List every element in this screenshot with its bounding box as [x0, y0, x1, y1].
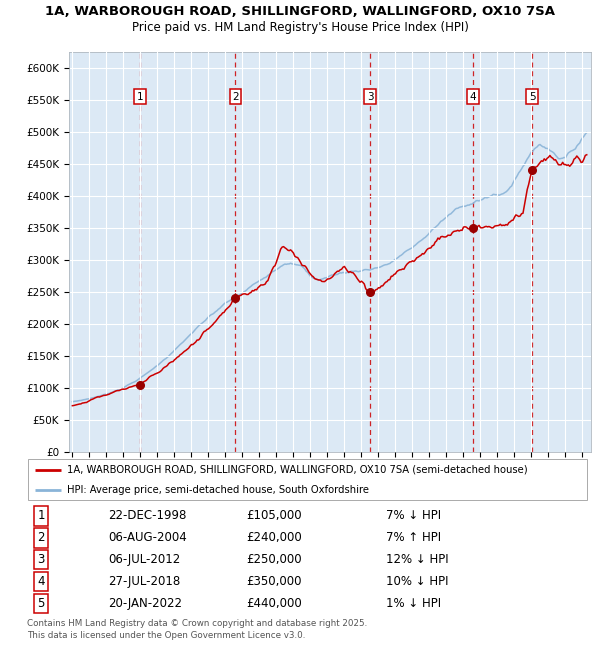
Text: Price paid vs. HM Land Registry's House Price Index (HPI): Price paid vs. HM Land Registry's House …	[131, 21, 469, 34]
Text: 06-AUG-2004: 06-AUG-2004	[109, 531, 187, 544]
Text: 1: 1	[137, 92, 143, 102]
Text: 20-JAN-2022: 20-JAN-2022	[109, 597, 182, 610]
Text: 3: 3	[37, 553, 45, 566]
Text: 10% ↓ HPI: 10% ↓ HPI	[386, 575, 449, 588]
Text: 2: 2	[37, 531, 45, 544]
Text: HPI: Average price, semi-detached house, South Oxfordshire: HPI: Average price, semi-detached house,…	[67, 485, 370, 495]
Text: 1% ↓ HPI: 1% ↓ HPI	[386, 597, 441, 610]
Text: 27-JUL-2018: 27-JUL-2018	[109, 575, 181, 588]
Text: 2: 2	[232, 92, 239, 102]
Text: £250,000: £250,000	[246, 553, 301, 566]
Text: £440,000: £440,000	[246, 597, 302, 610]
Text: Contains HM Land Registry data © Crown copyright and database right 2025.
This d: Contains HM Land Registry data © Crown c…	[27, 619, 367, 640]
FancyBboxPatch shape	[28, 460, 587, 500]
Text: 4: 4	[37, 575, 45, 588]
Text: £105,000: £105,000	[246, 510, 301, 523]
Text: 1A, WARBOROUGH ROAD, SHILLINGFORD, WALLINGFORD, OX10 7SA: 1A, WARBOROUGH ROAD, SHILLINGFORD, WALLI…	[45, 5, 555, 18]
Text: 12% ↓ HPI: 12% ↓ HPI	[386, 553, 449, 566]
Text: 5: 5	[37, 597, 45, 610]
Text: 5: 5	[529, 92, 536, 102]
Text: £240,000: £240,000	[246, 531, 302, 544]
Text: £350,000: £350,000	[246, 575, 301, 588]
Text: 7% ↓ HPI: 7% ↓ HPI	[386, 510, 441, 523]
Text: 4: 4	[470, 92, 476, 102]
Text: 1: 1	[37, 510, 45, 523]
Text: 7% ↑ HPI: 7% ↑ HPI	[386, 531, 441, 544]
Text: 3: 3	[367, 92, 373, 102]
Text: 1A, WARBOROUGH ROAD, SHILLINGFORD, WALLINGFORD, OX10 7SA (semi-detached house): 1A, WARBOROUGH ROAD, SHILLINGFORD, WALLI…	[67, 465, 528, 474]
Text: 22-DEC-1998: 22-DEC-1998	[109, 510, 187, 523]
Text: 06-JUL-2012: 06-JUL-2012	[109, 553, 181, 566]
